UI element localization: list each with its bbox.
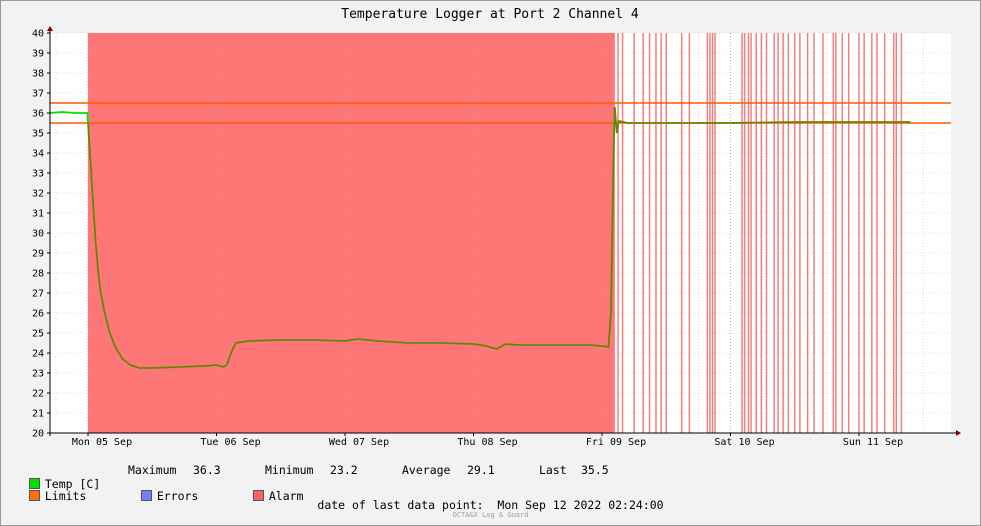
y-tick-label: 40 bbox=[32, 29, 44, 40]
y-tick-label: 38 bbox=[32, 69, 44, 80]
y-tick-label: 22 bbox=[32, 389, 44, 400]
temp-series-line bbox=[49, 111, 89, 124]
x-tick-label: Mon 05 Sep bbox=[72, 437, 132, 448]
legend-row-alarm: Alarm bbox=[239, 475, 303, 503]
legend-temp-label: Temp [C] bbox=[44, 477, 101, 491]
x-axis-arrow bbox=[956, 430, 961, 436]
legend-errors-label: Errors bbox=[156, 489, 199, 503]
y-tick-label: 28 bbox=[32, 269, 44, 280]
x-tick-label: Thu 08 Sep bbox=[457, 437, 517, 448]
y-tick-label: 34 bbox=[32, 149, 44, 160]
y-tick-label: 31 bbox=[32, 209, 44, 220]
y-tick-label: 23 bbox=[32, 369, 44, 380]
last-data-point-value: Mon Sep 12 2022 02:24:00 bbox=[497, 498, 664, 512]
y-tick-label: 37 bbox=[32, 89, 44, 100]
last-data-point-note: date of last data point: Mon Sep 12 2022… bbox=[0, 498, 981, 512]
legend-max-value: 36.3 bbox=[193, 463, 221, 477]
y-tick-label: 32 bbox=[32, 189, 44, 200]
legend-row-errors: Errors bbox=[127, 475, 198, 503]
legend-swatch-temp bbox=[28, 478, 40, 489]
y-tick-label: 39 bbox=[32, 49, 44, 60]
y-tick-label: 33 bbox=[32, 169, 44, 180]
y-tick-label: 26 bbox=[32, 309, 44, 320]
x-tick-label: Wed 07 Sep bbox=[329, 437, 389, 448]
y-tick-label: 27 bbox=[32, 289, 44, 300]
legend-min-label: Minimum bbox=[265, 463, 314, 477]
legend-max-label: Maximum bbox=[128, 463, 177, 477]
legend-swatch-alarm bbox=[252, 490, 264, 501]
legend-row-temp: Temp [C] bbox=[15, 463, 100, 491]
chart-title: Temperature Logger at Port 2 Channel 4 bbox=[341, 7, 639, 22]
y-tick-label: 30 bbox=[32, 229, 44, 240]
legend-swatch-errors bbox=[140, 490, 152, 501]
x-tick-label: Fri 09 Sep bbox=[586, 437, 646, 448]
y-tick-label: 20 bbox=[32, 429, 44, 440]
y-tick-label: 25 bbox=[32, 329, 44, 340]
legend-limits-label: Limits bbox=[44, 489, 87, 503]
x-tick-label: Tue 06 Sep bbox=[200, 437, 260, 448]
legend-last-label: Last bbox=[539, 463, 567, 477]
x-tick-label: Sun 11 Sep bbox=[843, 437, 903, 448]
legend-row-limits: Limits bbox=[15, 475, 86, 503]
y-tick-label: 21 bbox=[32, 409, 44, 420]
y-tick-label: 29 bbox=[32, 249, 44, 260]
y-tick-label: 24 bbox=[32, 349, 44, 360]
legend-swatch-limits bbox=[28, 490, 40, 501]
y-tick-label: 36 bbox=[32, 109, 44, 120]
legend-alarm-label: Alarm bbox=[268, 489, 304, 503]
x-tick-label: Sat 10 Sep bbox=[714, 437, 774, 448]
legend-last-value: 35.5 bbox=[581, 463, 609, 477]
legend-avg-value: 29.1 bbox=[467, 463, 495, 477]
watermark: OCTA&X Log & Guard bbox=[452, 511, 529, 519]
temp-series-line-alarm bbox=[87, 106, 911, 369]
legend-min-value: 23.2 bbox=[330, 463, 358, 477]
last-data-point-label: date of last data point: bbox=[317, 498, 484, 512]
y-axis-arrow bbox=[47, 26, 53, 31]
y-tick-label: 35 bbox=[32, 129, 44, 140]
legend-avg-label: Average bbox=[402, 463, 451, 477]
